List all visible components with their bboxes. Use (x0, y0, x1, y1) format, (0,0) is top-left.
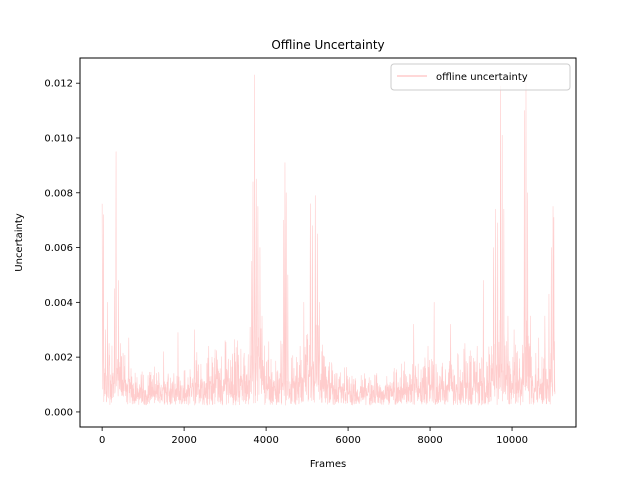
x-axis-label: Frames (310, 459, 346, 470)
y-axis: 0.000 0.002 0.004 0.006 0.008 0.010 0.012 (44, 79, 80, 418)
x-tick-label: 8000 (417, 435, 442, 446)
y-tick-label: 0.008 (44, 188, 73, 199)
y-tick-label: 0.000 (44, 407, 73, 418)
y-tick-label: 0.012 (44, 79, 73, 90)
y-tick-label: 0.006 (44, 243, 73, 254)
x-tick-label: 0 (99, 435, 105, 446)
legend-label-offline-uncertainty: offline uncertainty (436, 72, 528, 83)
chart-title: Offline Uncertainty (271, 38, 384, 52)
x-tick-label: 6000 (335, 435, 360, 446)
plot-frame (79, 57, 577, 428)
y-axis-label: Uncertainty (14, 213, 25, 272)
y-tick-label: 0.002 (44, 353, 73, 364)
y-tick-label: 0.004 (44, 298, 73, 309)
legend-box (390, 63, 571, 91)
series-line-offline-uncertainty (101, 74, 556, 406)
x-axis: 0 2000 4000 6000 8000 10000 (99, 427, 528, 446)
x-tick-label: 10000 (496, 435, 528, 446)
x-tick-label: 2000 (171, 435, 196, 446)
legend: offline uncertainty (390, 63, 571, 91)
y-tick-label: 0.010 (44, 133, 73, 144)
x-tick-label: 4000 (253, 435, 278, 446)
plot-area (101, 74, 556, 406)
